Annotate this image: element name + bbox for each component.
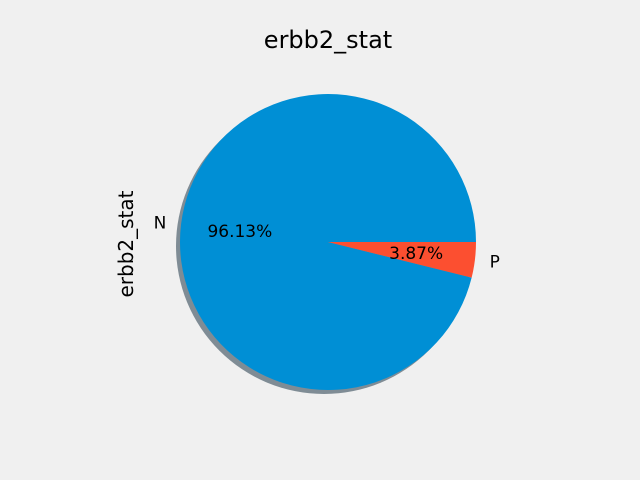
- slice-label-p: P: [490, 253, 500, 273]
- pie-slice-p: [328, 242, 476, 278]
- slice-pct-label-n: 96.13%: [207, 222, 272, 242]
- pie-slices: [180, 93, 476, 390]
- chart-title: erbb2_stat: [264, 26, 392, 54]
- slice-label-n: N: [154, 213, 167, 233]
- y-axis-label: erbb2_stat: [114, 190, 138, 297]
- pie-labels: N 96.13% P 3.87%: [154, 213, 500, 272]
- slice-pct-label-p: 3.87%: [389, 244, 443, 264]
- pie-slice-n: [180, 93, 476, 390]
